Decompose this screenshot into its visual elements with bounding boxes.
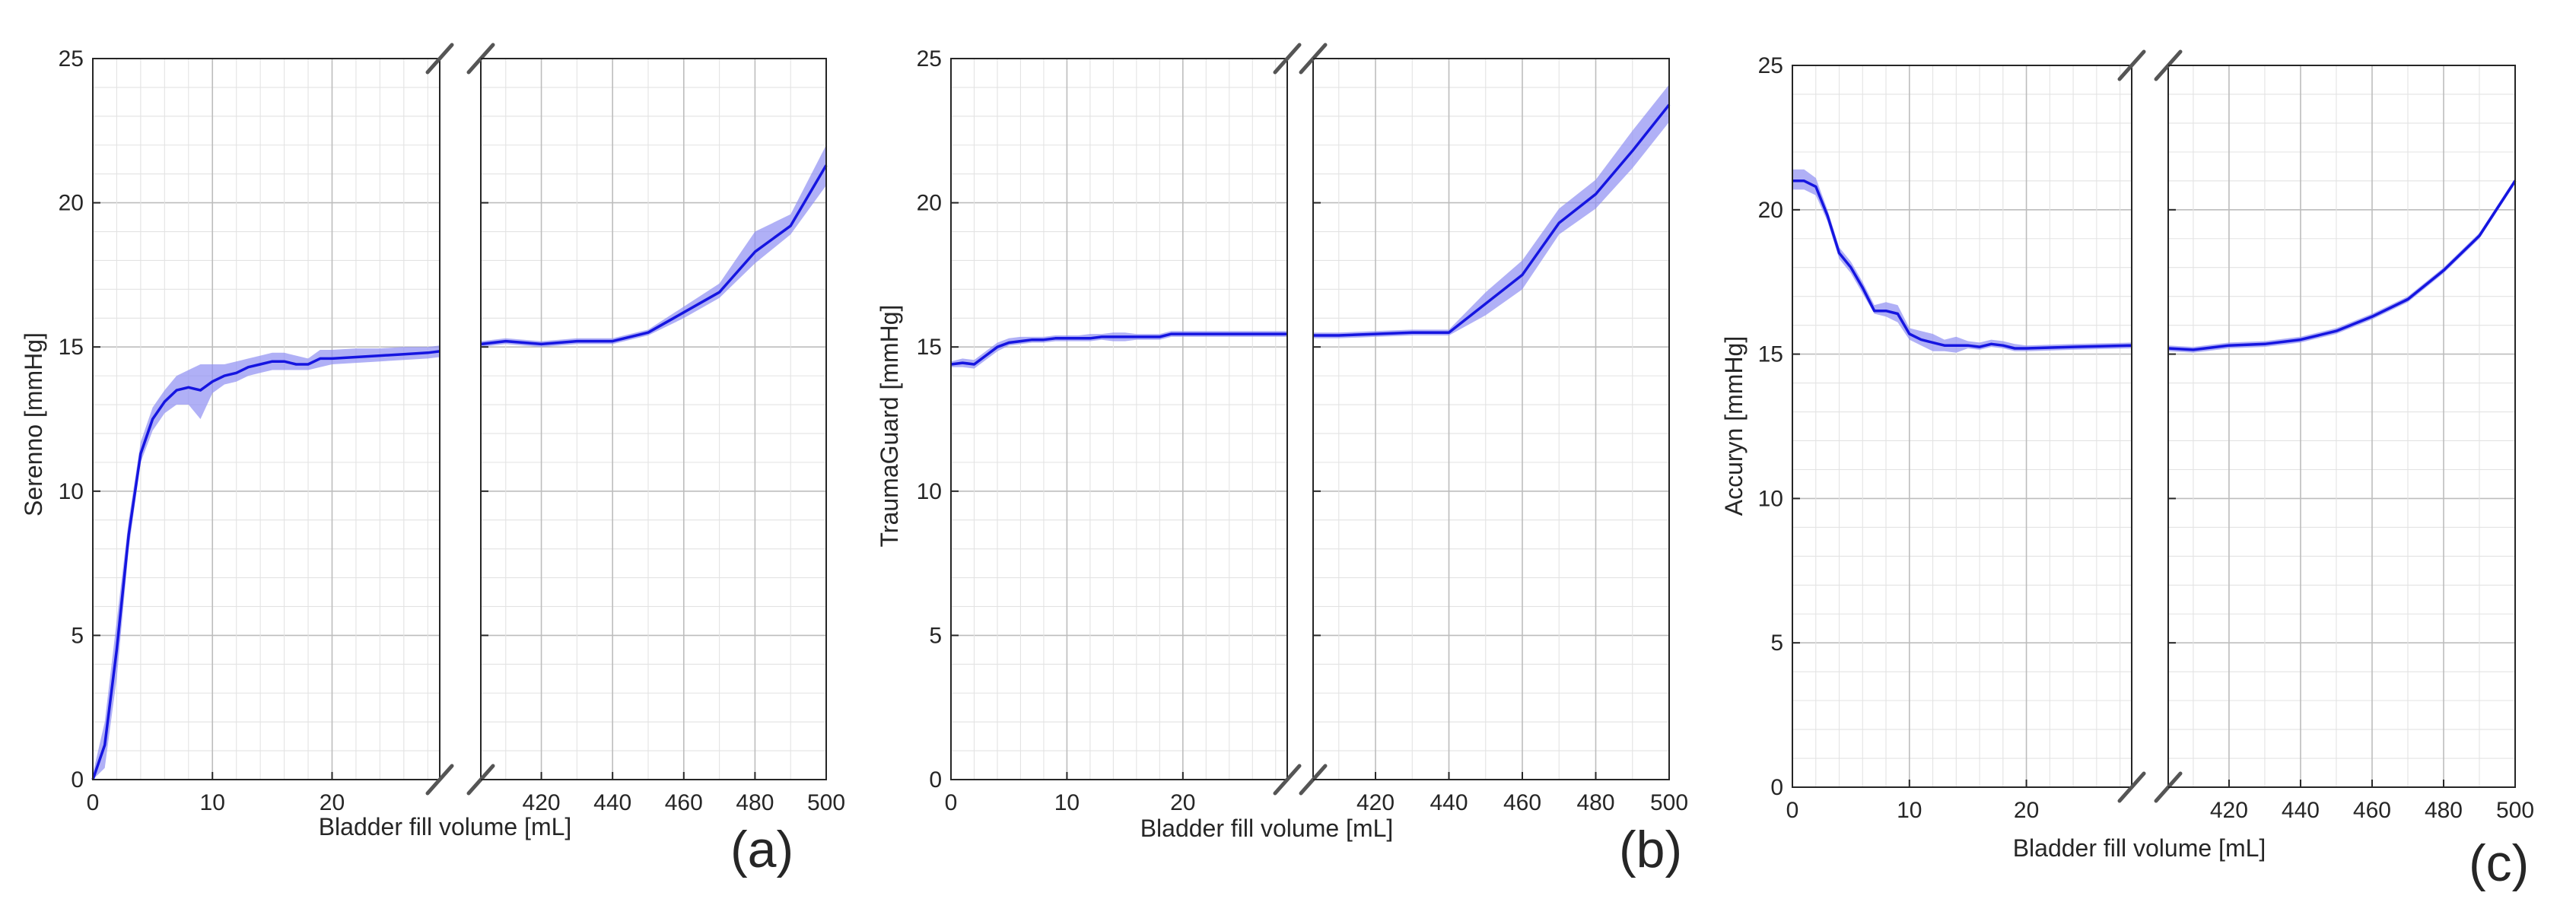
confidence-band (1313, 84, 1669, 338)
x-tick-label: 460 (1503, 790, 1541, 815)
confidence-band (1792, 169, 2132, 353)
panel-label: (a) (730, 821, 793, 878)
x-tick-label: 10 (1897, 798, 1922, 823)
y-axis-label: TraumaGuard [mmHg] (876, 305, 903, 548)
mean-line (480, 164, 828, 346)
y-tick-label: 15 (59, 335, 84, 360)
x-tick-label: 20 (1170, 790, 1195, 815)
x-tick-label: 20 (2014, 798, 2039, 823)
y-tick-label: 10 (917, 479, 942, 504)
x-tick-label: 480 (736, 790, 774, 815)
axis-break-mark (2117, 771, 2146, 803)
axes-frame (950, 58, 1288, 780)
axis-break-mark (1273, 43, 1302, 75)
panel-label: (c) (2469, 834, 2529, 892)
mean-line (2167, 179, 2517, 351)
x-tick-label: 420 (2210, 798, 2248, 823)
y-tick-label: 15 (1758, 342, 1783, 367)
axes-frame (92, 58, 440, 780)
y-tick-label: 5 (1770, 631, 1783, 656)
x-tick-label: 460 (665, 790, 703, 815)
x-tick-label: 0 (1786, 798, 1799, 823)
axis-break-mark (425, 43, 454, 75)
y-tick-label: 0 (1770, 775, 1783, 800)
mean-line (1313, 103, 1671, 337)
confidence-band (2168, 178, 2515, 353)
y-axis-label: Accuryn [mmHg] (1720, 336, 1748, 516)
y-tick-label: 15 (917, 335, 942, 360)
y-tick-label: 25 (1758, 53, 1783, 78)
x-axis-label: Bladder fill volume [mL] (1140, 815, 1394, 842)
x-tick-label: 500 (1650, 790, 1688, 815)
panel-label: (b) (1619, 821, 1682, 878)
confidence-band (481, 145, 826, 348)
x-tick-label: 440 (1430, 790, 1468, 815)
x-tick-label: 420 (523, 790, 561, 815)
y-tick-label: 20 (59, 191, 84, 216)
mean-line (950, 332, 1287, 366)
x-tick-label: 0 (87, 790, 100, 815)
confidence-band (93, 345, 440, 780)
x-axis-label: Bladder fill volume [mL] (319, 813, 572, 840)
y-axis-label: Serenno [mmHg] (20, 332, 47, 516)
y-tick-label: 0 (71, 767, 84, 793)
y-tick-label: 25 (917, 46, 942, 71)
y-tick-label: 5 (71, 623, 84, 648)
x-tick-label: 20 (320, 790, 345, 815)
panel-a: 0 10 20 0 5 10 15 20 25 420 440 460 480 500 Bladder f… (20, 43, 845, 878)
panel-c: 0 10 20 0 5 10 15 20 25 420 440 460 480 500 Bladder f… (1720, 49, 2534, 892)
y-tick-label: 5 (929, 623, 942, 648)
x-tick-label: 0 (945, 790, 958, 815)
mean-line (1792, 179, 2132, 350)
axes-frame (1792, 65, 2132, 788)
axes-frame (480, 58, 827, 780)
axis-break-mark (1273, 764, 1302, 796)
axes-frame (1312, 58, 1670, 780)
panel-b: 0 10 20 0 5 10 15 20 25 420 440 460 480 500 Bladder f… (876, 43, 1688, 878)
x-tick-label: 440 (2282, 798, 2320, 823)
x-tick-label: 480 (1576, 790, 1614, 815)
x-tick-label: 10 (200, 790, 225, 815)
x-tick-label: 480 (2425, 798, 2463, 823)
y-tick-label: 20 (917, 191, 942, 216)
x-tick-label: 10 (1054, 790, 1080, 815)
y-tick-label: 10 (1758, 486, 1783, 511)
y-tick-label: 25 (59, 46, 84, 71)
x-tick-label: 440 (593, 790, 631, 815)
axis-break-mark (2117, 49, 2146, 81)
y-tick-label: 0 (929, 767, 942, 793)
x-tick-label: 500 (2496, 798, 2534, 823)
x-axis-label: Bladder fill volume [mL] (2013, 834, 2266, 862)
y-tick-label: 20 (1758, 198, 1783, 223)
mean-line (91, 350, 440, 780)
axis-break-mark (425, 764, 454, 796)
x-tick-label: 460 (2353, 798, 2391, 823)
y-tick-label: 10 (59, 479, 84, 504)
x-tick-label: 420 (1356, 790, 1395, 815)
x-tick-label: 500 (807, 790, 845, 815)
axes-frame (2167, 65, 2516, 788)
